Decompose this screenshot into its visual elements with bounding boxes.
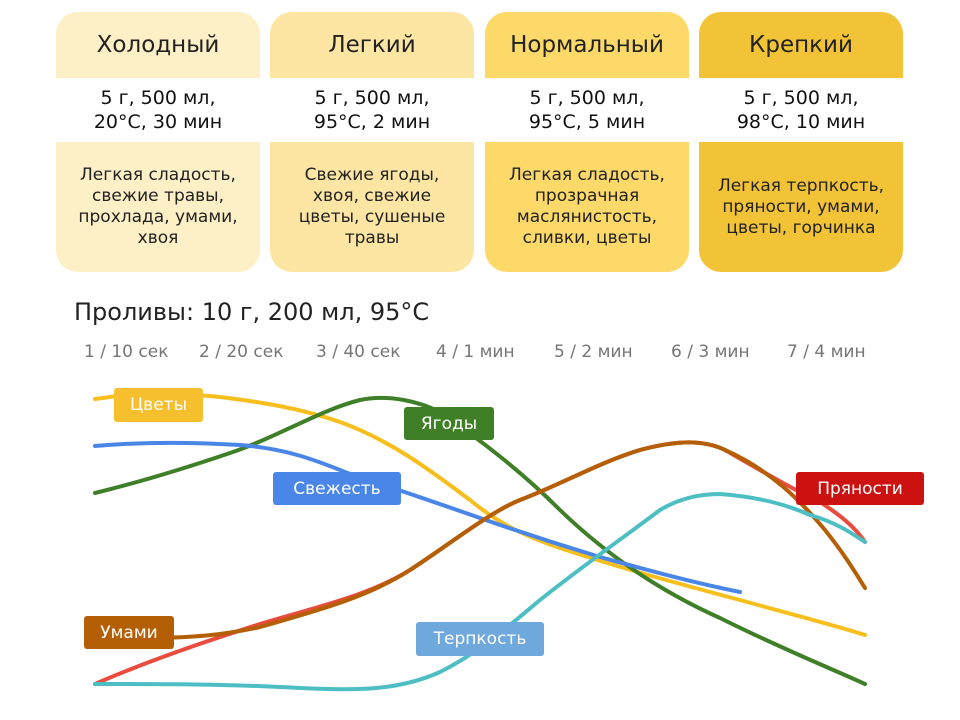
card-notes-line: цветы, горчинка	[726, 217, 876, 238]
card-notes-line: сливки, цветы	[522, 228, 652, 248]
card-params-line: 5 г, 500 мл,	[100, 87, 216, 109]
card-params: 5 г, 500 мл, 95°С, 2 мин	[270, 78, 474, 142]
card-params-line: 98°С, 10 мин	[736, 111, 866, 133]
card-notes-line: Свежие ягоды,	[304, 165, 440, 185]
flavor-curve-freshness	[93, 440, 742, 594]
card-cold: Холодный 5 г, 500 мл, 20°С, 30 мин Легкая…	[56, 12, 260, 272]
card-params: 5 г, 500 мл, 95°С, 5 мин	[485, 78, 689, 142]
card-notes-line: цветы, сушеные	[298, 207, 446, 227]
card-light: Легкий 5 г, 500 мл, 95°С, 2 мин Свежие яг…	[270, 12, 474, 272]
card-notes: Легкая терпкость, пряности, умами, цветы, …	[699, 142, 903, 272]
card-params-line: 95°С, 5 мин	[528, 111, 646, 133]
card-title: Холодный	[56, 12, 260, 78]
infusion-step-2: 2 / 20 сек	[199, 342, 284, 362]
card-notes-line: хвоя, свежие	[312, 186, 432, 206]
infusion-step-3: 3 / 40 сек	[316, 342, 401, 362]
infusion-step-1: 1 / 10 сек	[84, 342, 169, 362]
card-notes-line: Легкая сладость,	[509, 165, 665, 185]
infusions-heading: Проливы: 10 г, 200 мл, 95°С	[74, 298, 430, 326]
card-notes-line: Легкая сладость,	[80, 165, 236, 185]
infusion-step-4: 4 / 1 мин	[436, 342, 515, 362]
infusion-step-6: 6 / 3 мин	[671, 342, 750, 362]
card-notes-line: прохлада, умами,	[78, 207, 238, 227]
flavor-tag-flowers: Цветы	[114, 388, 203, 422]
card-notes-line: прозрачная	[534, 186, 640, 206]
card-params: 5 г, 500 мл, 98°С, 10 мин	[699, 78, 903, 142]
flavor-tag-spices: Пряности	[796, 472, 924, 505]
card-notes: Свежие ягоды, хвоя, свежие цветы, сушеные т…	[270, 142, 474, 272]
card-notes: Легкая сладость, свежие травы, прохлада, у…	[56, 142, 260, 272]
flavor-tag-astringency: Терпкость	[416, 622, 544, 656]
card-normal: Нормальный 5 г, 500 мл, 95°С, 5 мин Легка…	[485, 12, 689, 272]
card-notes-line: пряности, умами,	[722, 196, 880, 217]
card-params: 5 г, 500 мл, 20°С, 30 мин	[56, 78, 260, 142]
card-params-line: 5 г, 500 мл,	[314, 87, 430, 109]
card-title: Крепкий	[699, 12, 903, 78]
card-notes-line: маслянистость,	[516, 207, 658, 227]
flavor-curve-flowers	[93, 391, 867, 637]
card-notes-line: Легкая терпкость,	[717, 175, 885, 196]
flavor-curve-astringency	[93, 491, 867, 692]
flavor-tag-freshness: Свежесть	[273, 472, 401, 505]
card-notes-line: хвоя	[137, 228, 179, 248]
card-strong: Крепкий 5 г, 500 мл, 98°С, 10 мин Легкая …	[699, 12, 903, 272]
infusion-step-7: 7 / 4 мин	[787, 342, 866, 362]
card-params-line: 5 г, 500 мл,	[743, 87, 859, 109]
infusion-step-5: 5 / 2 мин	[554, 342, 633, 362]
flavor-tag-berries: Ягоды	[404, 407, 494, 440]
card-title: Нормальный	[485, 12, 689, 78]
card-notes-line: свежие травы,	[91, 186, 224, 206]
card-notes-line: травы	[344, 228, 400, 248]
card-title: Легкий	[270, 12, 474, 78]
card-params-line: 95°С, 2 мин	[313, 111, 431, 133]
card-params-line: 5 г, 500 мл,	[529, 87, 645, 109]
flavor-tag-umami: Умами	[84, 616, 174, 649]
card-notes: Легкая сладость, прозрачная маслянистость,…	[485, 142, 689, 272]
card-params-line: 20°С, 30 мин	[93, 111, 223, 133]
